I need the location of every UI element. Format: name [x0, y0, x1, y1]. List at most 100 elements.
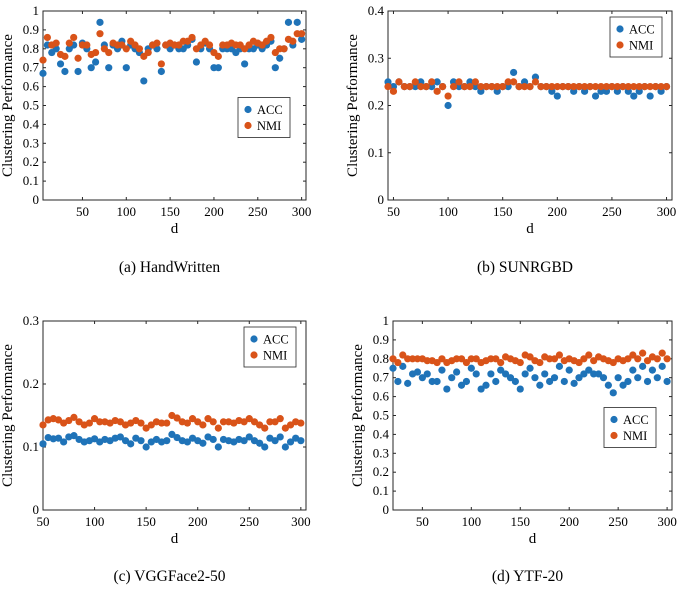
data-point-nmi — [105, 48, 113, 57]
data-point-nmi — [157, 60, 165, 68]
data-point-nmi — [482, 83, 490, 91]
data-point-nmi — [250, 418, 259, 426]
data-point-acc — [56, 60, 65, 68]
data-point-nmi — [406, 83, 414, 91]
x-tick-label: 100 — [438, 204, 458, 219]
y-axis-label: Clustering Performance — [345, 34, 361, 177]
data-point-nmi — [281, 424, 289, 432]
data-point-nmi — [663, 355, 671, 363]
data-point-acc — [297, 437, 305, 445]
data-point-nmi — [488, 83, 496, 91]
data-point-acc — [477, 385, 485, 393]
data-point-nmi — [438, 355, 446, 363]
data-point-acc — [214, 443, 222, 451]
data-point-nmi — [255, 421, 264, 429]
data-point-acc — [541, 370, 549, 378]
data-point-acc — [116, 433, 124, 441]
data-point-acc — [121, 437, 130, 445]
x-tick-label: 100 — [117, 204, 137, 219]
x-tick-label: 200 — [548, 204, 568, 219]
data-point-nmi — [276, 415, 284, 423]
data-point-nmi — [389, 355, 397, 363]
data-point-nmi — [137, 419, 145, 427]
data-point-nmi — [646, 83, 654, 91]
data-point-acc — [276, 54, 284, 62]
data-point-nmi — [586, 83, 594, 91]
data-point-nmi — [96, 418, 104, 426]
y-tick-label: 0.1 — [23, 439, 39, 454]
data-point-nmi — [471, 78, 479, 86]
data-point-acc — [462, 377, 471, 386]
data-point-acc — [61, 67, 69, 76]
data-point-nmi — [417, 83, 425, 91]
legend-box — [237, 97, 291, 138]
chart-svg: 50 100 150 200 250 300 0 0.1 0.2 0.3 0.4 d Clusterin… — [345, 3, 676, 276]
legend-marker-acc — [610, 415, 618, 424]
data-point-nmi — [122, 45, 130, 53]
data-point-acc — [39, 440, 47, 448]
data-point-nmi — [457, 355, 466, 363]
y-tick-label: 0.2 — [368, 98, 384, 113]
data-point-acc — [199, 439, 207, 447]
data-point-nmi — [183, 419, 191, 427]
data-point-nmi — [510, 78, 518, 86]
data-point-nmi — [449, 83, 458, 91]
data-point-acc — [443, 385, 451, 393]
data-point-nmi — [205, 41, 214, 49]
data-point-acc — [240, 437, 248, 445]
data-point-acc — [87, 64, 95, 72]
data-point-acc — [404, 379, 412, 387]
panel-sunrgbd: 50 100 150 200 250 300 0 0.1 0.2 0.3 0.4 d Clusterin… — [340, 0, 681, 298]
y-tick-label: 1 — [383, 313, 390, 328]
data-point-acc — [570, 379, 578, 387]
data-point-nmi — [590, 357, 598, 365]
data-point-acc — [90, 435, 99, 443]
x-tick-label: 150 — [136, 514, 156, 529]
x-axis-label: d — [526, 221, 534, 237]
data-point-acc — [142, 443, 150, 451]
data-point-acc — [293, 18, 301, 26]
data-point-nmi — [163, 419, 171, 427]
y-tick-label: 0.6 — [373, 389, 390, 404]
data-point-acc — [54, 434, 63, 442]
data-point-acc — [245, 433, 253, 441]
x-tick-label: 150 — [493, 204, 513, 219]
data-point-nmi — [85, 419, 94, 427]
data-point-acc — [609, 389, 617, 397]
data-point-nmi — [630, 83, 638, 91]
subfigure-caption: (c) VGGFace2-50 — [113, 568, 225, 585]
data-point-acc — [453, 368, 461, 376]
y-tick-label: 0.1 — [23, 173, 39, 188]
data-point-acc — [663, 377, 671, 386]
data-point-acc — [418, 374, 426, 382]
legend-marker-acc — [616, 25, 624, 33]
x-tick-label: 200 — [188, 514, 208, 529]
data-point-acc — [92, 58, 100, 66]
data-point-acc — [604, 381, 612, 389]
data-point-acc — [173, 433, 181, 442]
y-tick-label: 0.9 — [373, 332, 389, 347]
x-tick-label: 200 — [204, 204, 224, 219]
data-point-acc — [214, 64, 222, 72]
data-point-nmi — [526, 83, 534, 91]
data-point-nmi — [422, 83, 430, 91]
data-point-nmi — [602, 83, 611, 91]
data-point-nmi — [619, 83, 627, 91]
data-point-acc — [448, 374, 456, 382]
x-tick-label: 200 — [559, 514, 579, 529]
data-point-acc — [555, 362, 564, 370]
data-point-acc — [614, 374, 622, 382]
legend-box — [603, 407, 657, 448]
data-point-nmi — [280, 45, 288, 53]
legend-marker-nmi — [610, 431, 618, 440]
data-point-nmi — [271, 418, 279, 426]
panel-vggface2-50: 50 100 150 200 250 300 0 0.1 0.2 0.3 d Clustering P… — [0, 298, 340, 595]
series-acc — [389, 362, 671, 397]
legend-box — [243, 326, 297, 368]
y-tick-label: 0.2 — [373, 464, 389, 479]
data-point-acc — [482, 381, 490, 389]
data-point-acc — [286, 438, 295, 446]
x-tick-label: 250 — [240, 514, 260, 529]
legend: ACC NMI — [603, 407, 657, 448]
data-point-acc — [60, 438, 68, 446]
